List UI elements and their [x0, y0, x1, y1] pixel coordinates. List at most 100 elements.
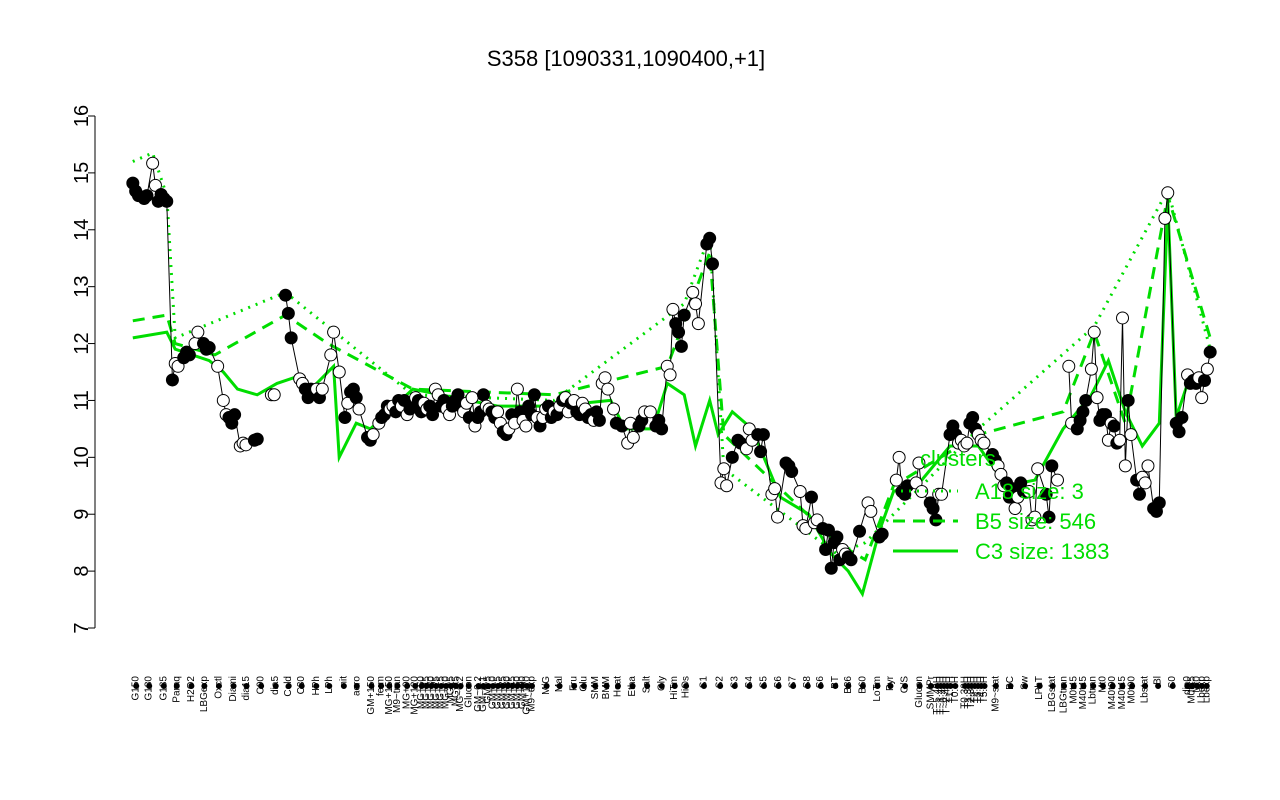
data-point — [1050, 473, 1064, 487]
data-point — [754, 445, 768, 459]
data-point — [824, 561, 838, 575]
x-tick-marker — [731, 683, 738, 690]
data-point — [324, 348, 338, 362]
data-point — [1039, 487, 1053, 501]
data-point — [250, 432, 264, 446]
data-point — [1087, 325, 1101, 339]
point-link — [1130, 434, 1138, 481]
data-point — [768, 482, 782, 496]
x-tick-marker — [230, 683, 237, 690]
x-tick-label: S0 — [1167, 676, 1178, 689]
data-point — [349, 391, 363, 405]
y-tick-label: 16 — [71, 105, 93, 127]
x-tick-label: M40t45 — [1117, 676, 1128, 710]
x-tick-marker — [671, 683, 678, 690]
x-tick-marker — [313, 683, 320, 690]
data-point — [182, 348, 196, 362]
x-tick-label: LBGtran — [1059, 676, 1070, 713]
x-tick-marker — [658, 683, 665, 690]
x-tick-marker — [804, 683, 811, 690]
x-tick-marker — [457, 683, 464, 690]
y-tick-label: 8 — [71, 566, 93, 577]
x-tick-marker — [386, 683, 393, 690]
x-tick-label: T1.30H — [963, 676, 974, 709]
x-tick-marker — [215, 683, 222, 690]
x-tick-marker — [1155, 683, 1162, 690]
x-tick-marker — [378, 683, 385, 690]
x-tick-label: LPhT — [1034, 676, 1045, 700]
x-tick-marker — [1070, 683, 1077, 690]
data-point — [160, 194, 174, 208]
y-tick-label: 13 — [71, 276, 93, 298]
x-tick-marker — [916, 683, 923, 690]
x-tick-marker — [465, 683, 472, 690]
x-tick-label: GM+15 — [492, 676, 503, 710]
points-layer — [126, 156, 1217, 575]
data-point — [771, 510, 785, 524]
x-tick-label: S3 — [729, 676, 740, 689]
x-tick-label: Lbexp — [1201, 676, 1212, 704]
data-point — [315, 382, 329, 396]
data-point — [1084, 362, 1098, 376]
data-point — [864, 504, 878, 518]
y-tick-label: 7 — [71, 622, 93, 633]
data-point — [592, 413, 606, 427]
x-tick-marker — [173, 683, 180, 690]
data-point — [216, 393, 230, 407]
data-point — [338, 411, 352, 425]
x-tick-marker — [832, 683, 839, 690]
x-tick-marker — [603, 683, 610, 690]
data-point — [426, 408, 440, 422]
x-tick-label: GM+120 — [522, 676, 533, 715]
x-tick-marker — [1099, 683, 1106, 690]
x-tick-marker — [580, 683, 587, 690]
x-tick-label: S6 — [815, 676, 826, 689]
x-tick-label: T~2.40H — [942, 676, 953, 715]
data-point — [960, 436, 974, 450]
x-tick-marker — [353, 683, 360, 690]
x-tick-marker — [1090, 683, 1097, 690]
x-tick-label: LPh — [324, 676, 335, 694]
data-point — [926, 502, 940, 516]
point-link — [1119, 317, 1124, 441]
x-tick-label: T3.0H — [973, 676, 984, 703]
data-point — [1116, 311, 1130, 325]
data-point — [691, 317, 705, 331]
y-tick-label: 12 — [71, 332, 93, 354]
data-point — [819, 542, 833, 556]
point-link — [941, 434, 951, 495]
data-point — [1124, 428, 1138, 442]
x-tick-label: T1.0H — [945, 676, 956, 703]
data-point — [889, 473, 903, 487]
x-tick-marker — [1119, 683, 1126, 690]
x-tick-label: dia15 — [241, 676, 252, 701]
x-tick-label: M0t45 — [1068, 676, 1079, 704]
x-tick-marker — [629, 683, 636, 690]
x-tick-label: T4.0H — [976, 676, 987, 703]
x-tick-label: MG+60 — [416, 676, 427, 710]
x-tick-label: Lbstat — [1140, 676, 1151, 703]
data-point — [672, 325, 686, 339]
x-tick-marker — [394, 683, 401, 690]
x-tick-marker — [201, 683, 208, 690]
x-tick-marker — [298, 683, 305, 690]
x-tick-label: HPh — [311, 676, 322, 695]
data-point — [643, 405, 657, 419]
x-tick-marker — [700, 683, 707, 690]
x-tick-label: HiOs — [681, 676, 692, 698]
data-point — [912, 456, 926, 470]
data-point — [279, 288, 293, 302]
x-tick-marker — [717, 683, 724, 690]
x-tick-marker — [258, 683, 265, 690]
x-tick-marker — [404, 683, 411, 690]
x-tick-marker — [272, 683, 279, 690]
data-point — [327, 325, 341, 339]
x-tick-label: Mal — [554, 676, 565, 692]
data-point — [510, 382, 524, 396]
x-tick-marker — [992, 683, 999, 690]
x-tick-label: G/S — [900, 676, 911, 694]
data-point — [1175, 411, 1189, 425]
x-tick-label: S7 — [788, 676, 799, 689]
x-tick-marker — [133, 683, 140, 690]
x-tick-label: aero — [351, 676, 362, 696]
